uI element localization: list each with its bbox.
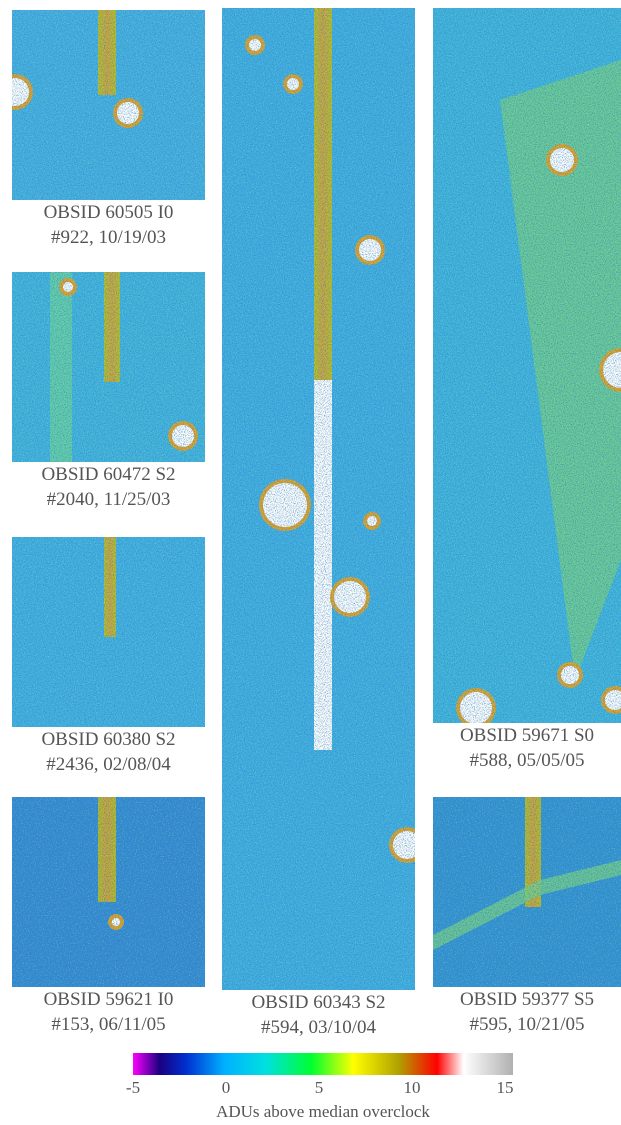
colorbar-tick-label: 0 — [222, 1078, 231, 1097]
panels: OBSID 60505 I0 #922, 10/19/03 OBSID 60472 … — [0, 8, 621, 1038]
panel-caption: OBSID 60343 S2 — [251, 992, 385, 1013]
panel-caption: #153, 06/11/05 — [51, 1014, 165, 1035]
panel — [433, 797, 621, 987]
panel — [222, 8, 425, 990]
colorbar-tick-label: 10 — [404, 1078, 421, 1097]
noise — [12, 10, 205, 200]
panel-caption: OBSID 59377 S5 — [460, 989, 594, 1010]
noise — [433, 797, 621, 987]
panel — [0, 10, 205, 200]
panel-caption: OBSID 60472 S2 — [41, 464, 175, 485]
colorbar-tick-label: -5 — [126, 1078, 140, 1097]
panel — [12, 272, 205, 462]
panel-caption: #922, 10/19/03 — [51, 227, 166, 248]
panel-caption: OBSID 60505 I0 — [44, 202, 174, 223]
panel-caption: OBSID 59671 S0 — [460, 725, 594, 746]
panel-caption: #2040, 11/25/03 — [47, 489, 171, 510]
panel — [433, 8, 621, 728]
noise — [12, 797, 205, 987]
colorbar: ADUs above median overclock -5 0 5 10 15 — [126, 1053, 514, 1121]
panel-caption: #594, 03/10/04 — [261, 1017, 377, 1038]
panel-caption: OBSID 60380 S2 — [41, 729, 175, 750]
figure: OBSID 60505 I0 #922, 10/19/03 OBSID 60472 … — [0, 0, 621, 1125]
noise — [222, 8, 415, 990]
colorbar-tick-label: 5 — [315, 1078, 324, 1097]
panel-caption: #595, 10/21/05 — [469, 1014, 584, 1035]
colorbar-gradient — [133, 1053, 513, 1075]
panel — [12, 537, 205, 727]
noise — [12, 272, 205, 462]
panel-caption: #2436, 02/08/04 — [46, 754, 171, 775]
colorbar-tick-label: 15 — [497, 1078, 514, 1097]
panel-caption: OBSID 59621 I0 — [44, 989, 174, 1010]
noise — [12, 537, 205, 727]
panel-caption: #588, 05/05/05 — [469, 750, 584, 771]
noise — [433, 8, 621, 723]
colorbar-label: ADUs above median overclock — [216, 1102, 430, 1121]
panel — [12, 797, 205, 987]
